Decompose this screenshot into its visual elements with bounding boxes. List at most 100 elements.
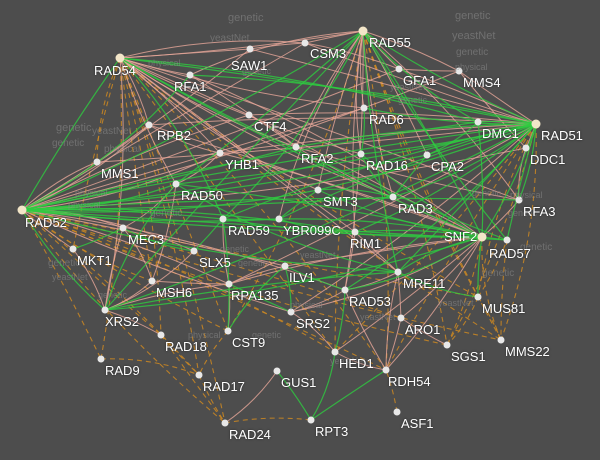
network-edge[interactable] <box>189 74 537 125</box>
network-edge[interactable] <box>96 57 121 163</box>
network-edge[interactable] <box>119 57 502 341</box>
network-edge[interactable] <box>362 30 483 238</box>
network-edge[interactable] <box>21 209 508 241</box>
network-edge[interactable] <box>304 30 364 44</box>
network-edge[interactable] <box>21 209 399 273</box>
network-node[interactable] <box>115 53 125 63</box>
network-edge[interactable] <box>21 209 336 353</box>
network-node[interactable] <box>497 336 505 344</box>
network-edge[interactable] <box>360 107 365 155</box>
network-edge[interactable] <box>104 30 364 311</box>
network-edge[interactable] <box>317 30 364 191</box>
network-node[interactable] <box>357 150 365 158</box>
network-node[interactable] <box>314 186 322 194</box>
network-edge[interactable] <box>334 123 537 353</box>
network-edge[interactable] <box>500 239 508 341</box>
network-edge[interactable] <box>344 123 537 291</box>
network-edge[interactable] <box>198 330 229 376</box>
network-edge[interactable] <box>228 265 286 285</box>
network-edge[interactable] <box>354 229 483 238</box>
network-node[interactable] <box>119 224 127 232</box>
network-edge[interactable] <box>119 57 520 201</box>
network-edge[interactable] <box>151 183 177 282</box>
network-edge[interactable] <box>21 197 520 211</box>
network-node[interactable] <box>397 314 405 322</box>
network-edge[interactable] <box>21 209 74 250</box>
network-edge[interactable] <box>363 107 537 125</box>
network-node[interactable] <box>360 104 368 112</box>
network-node[interactable] <box>341 286 349 294</box>
network-edge[interactable] <box>119 57 221 154</box>
network-edge[interactable] <box>481 236 502 341</box>
network-edge[interactable] <box>400 317 448 346</box>
network-node[interactable] <box>531 119 541 129</box>
network-edge[interactable] <box>362 30 520 201</box>
network-edge[interactable] <box>481 123 537 238</box>
network-node[interactable] <box>101 306 109 314</box>
network-node[interactable] <box>224 327 232 335</box>
network-edge[interactable] <box>151 280 230 285</box>
network-edge[interactable] <box>317 123 537 191</box>
network-node[interactable] <box>221 419 229 427</box>
network-node[interactable] <box>245 111 253 119</box>
network-edge[interactable] <box>248 114 297 148</box>
network-edge[interactable] <box>104 183 177 311</box>
network-edge[interactable] <box>21 209 280 222</box>
network-edge[interactable] <box>119 57 153 282</box>
network-edge[interactable] <box>385 123 537 371</box>
network-node[interactable] <box>307 416 315 424</box>
network-edge[interactable] <box>104 250 195 311</box>
network-edge[interactable] <box>119 57 356 233</box>
network-edge[interactable] <box>104 236 483 311</box>
network-edge[interactable] <box>104 271 399 311</box>
network-node[interactable] <box>358 26 368 36</box>
network-node[interactable] <box>145 121 153 129</box>
network-node[interactable] <box>382 366 390 374</box>
network-edge[interactable] <box>392 154 428 198</box>
network-edge[interactable] <box>119 48 251 59</box>
network-node[interactable] <box>455 67 463 75</box>
network-node[interactable] <box>393 408 401 416</box>
network-edge[interactable] <box>344 289 387 371</box>
network-edge[interactable] <box>21 209 153 282</box>
network-edge[interactable] <box>249 48 537 125</box>
network-edge[interactable] <box>104 309 162 336</box>
network-edge[interactable] <box>122 227 153 282</box>
network-node[interactable] <box>351 228 359 236</box>
network-edge[interactable] <box>228 283 292 313</box>
network-edge[interactable] <box>385 236 483 371</box>
network-node[interactable] <box>389 193 397 201</box>
network-edge[interactable] <box>362 30 399 273</box>
network-edge[interactable] <box>119 57 362 155</box>
network-node[interactable] <box>331 348 339 356</box>
network-edge[interactable] <box>224 417 312 424</box>
network-edge[interactable] <box>119 40 306 59</box>
network-edge[interactable] <box>119 57 365 109</box>
network-edge[interactable] <box>334 30 364 353</box>
network-edge[interactable] <box>477 239 508 298</box>
network-edge[interactable] <box>219 152 483 238</box>
network-edge[interactable] <box>360 153 394 198</box>
network-edge[interactable] <box>21 209 106 311</box>
network-edge[interactable] <box>385 317 402 371</box>
network-edge[interactable] <box>21 57 121 211</box>
network-edge[interactable] <box>228 236 483 285</box>
network-node[interactable] <box>186 71 194 79</box>
network-edge[interactable] <box>397 271 479 298</box>
network-edge[interactable] <box>362 30 479 298</box>
network-node[interactable] <box>216 149 224 157</box>
network-edge[interactable] <box>344 236 483 291</box>
network-edge[interactable] <box>284 265 292 313</box>
network-edge[interactable] <box>284 236 483 267</box>
network-edge[interactable] <box>119 57 483 238</box>
network-nodes-layer[interactable] <box>17 26 541 427</box>
network-edge[interactable] <box>477 121 484 238</box>
network-edge[interactable] <box>119 57 387 371</box>
network-edge[interactable] <box>122 227 195 252</box>
network-edge[interactable] <box>227 265 286 332</box>
network-edge[interactable] <box>276 370 312 421</box>
network-edge[interactable] <box>193 218 224 252</box>
network-edge[interactable] <box>119 57 508 241</box>
network-node[interactable] <box>97 355 105 363</box>
